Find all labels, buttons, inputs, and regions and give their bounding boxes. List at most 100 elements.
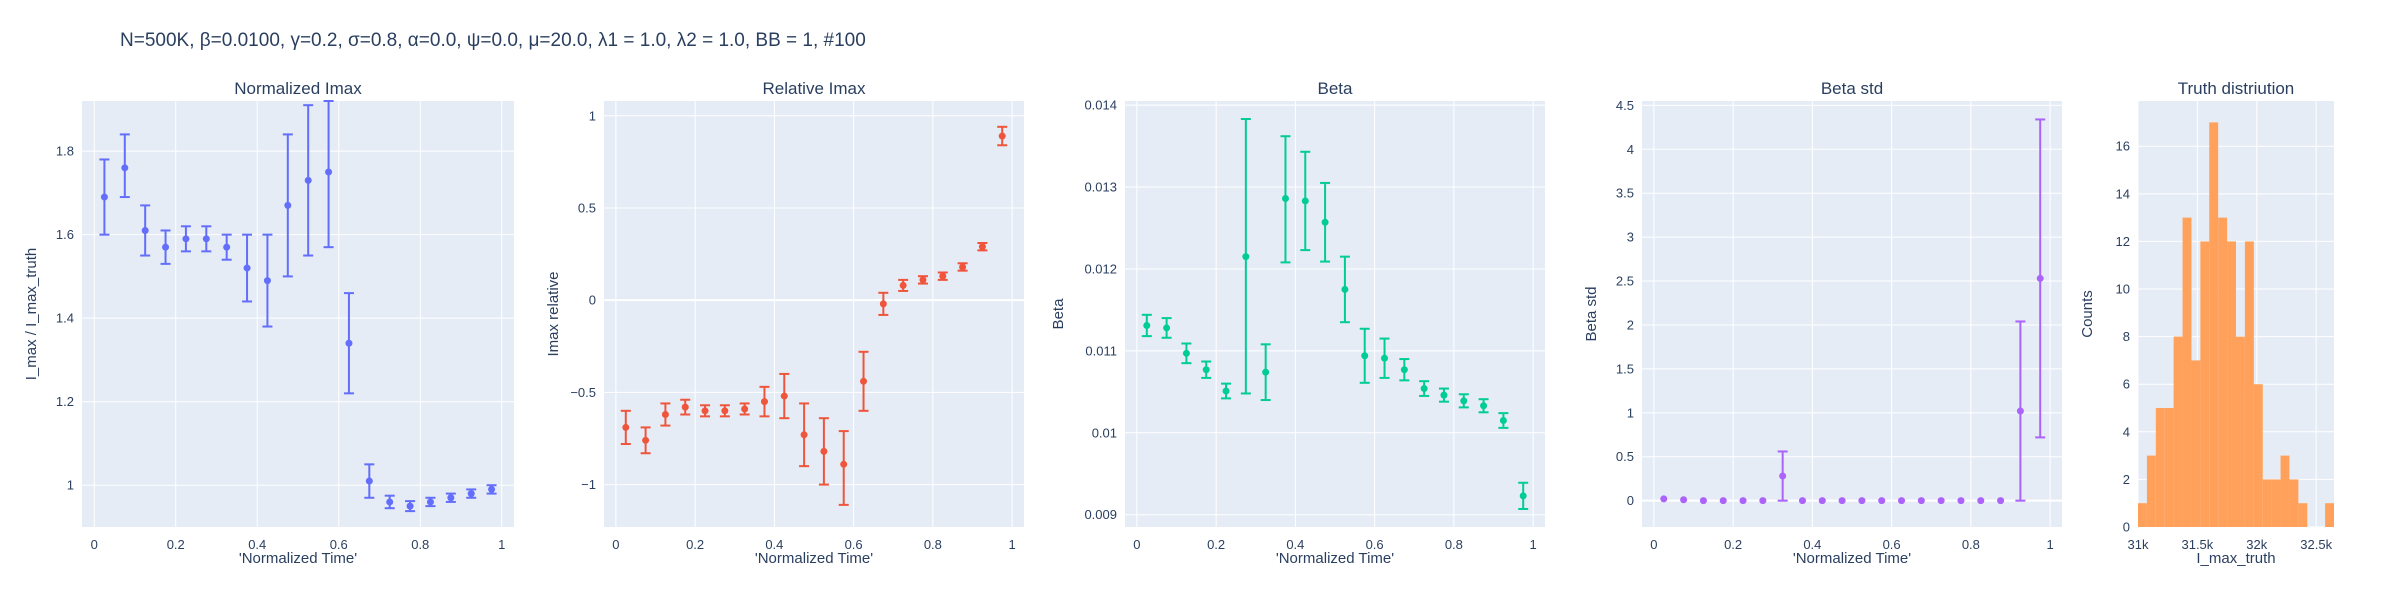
- y-tick-label: 4.5: [1616, 98, 1634, 113]
- y-tick-label: −0.5: [570, 385, 596, 400]
- x-tick-label: 0.6: [330, 537, 348, 552]
- data-point: [1779, 472, 1787, 480]
- data-point: [141, 226, 149, 234]
- y-tick-label: 0.5: [578, 200, 596, 215]
- subplot-title: Normalized Imax: [234, 79, 362, 98]
- y-axis-label: Imax relative: [545, 271, 562, 356]
- data-point: [760, 398, 768, 406]
- histogram-bar: [2298, 503, 2308, 527]
- data-point: [1898, 497, 1906, 505]
- data-point: [162, 243, 170, 251]
- data-point: [1222, 387, 1230, 395]
- x-tick-label: 0.2: [167, 537, 185, 552]
- x-tick-label: 0.2: [686, 537, 704, 552]
- x-tick-label: 0: [91, 537, 98, 552]
- y-tick-label: 1: [67, 478, 74, 493]
- y-axis-label: Beta: [1050, 298, 1067, 330]
- data-point: [365, 477, 373, 485]
- data-point: [304, 176, 312, 184]
- subplot-3: 0 0.2 0.4 0.6 0.8 1 0.009 0.01 0.011 0.012 0.013 0.…: [1050, 79, 1545, 567]
- data-point: [879, 300, 887, 308]
- y-tick-label: 0.01: [1092, 425, 1117, 440]
- data-point: [1719, 497, 1727, 505]
- data-point: [1301, 197, 1309, 205]
- data-point: [1957, 497, 1965, 505]
- subplot-5: 31k 31.5k 32k 32.5k 0 2 4 6 8 10 12 14 16 Truth distr…: [2079, 79, 2334, 567]
- plot-area: [1125, 101, 1545, 527]
- y-tick-label: 1.5: [1616, 361, 1634, 376]
- subplot-1: 0 0.2 0.4 0.6 0.8 1 1 1.2 1.4 1.6 1.8 Normalized Im…: [23, 79, 514, 567]
- y-tick-label: 2.5: [1616, 274, 1634, 289]
- data-point: [978, 243, 986, 251]
- y-tick-label: 1: [589, 108, 596, 123]
- data-point: [426, 498, 434, 506]
- x-tick-label: 0.4: [765, 537, 783, 552]
- y-tick-label: 0.009: [1084, 507, 1117, 522]
- data-point: [1838, 497, 1846, 505]
- y-tick-label: 1.6: [56, 227, 74, 242]
- data-point: [1759, 497, 1767, 505]
- data-point: [1400, 366, 1408, 374]
- data-point: [243, 264, 251, 272]
- data-point: [1460, 397, 1468, 405]
- histogram-bar: [2218, 217, 2228, 527]
- histogram-bar: [2155, 408, 2165, 527]
- data-point: [223, 243, 231, 251]
- x-tick-label: 0: [1650, 537, 1657, 552]
- data-point: [959, 263, 967, 271]
- x-tick-label: 0.6: [845, 537, 863, 552]
- histogram-bar: [2289, 479, 2299, 527]
- data-point: [1858, 497, 1866, 505]
- data-point: [1281, 194, 1289, 202]
- data-point: [1699, 497, 1707, 505]
- data-point: [1660, 495, 1668, 503]
- y-tick-label: 14: [2116, 186, 2130, 201]
- data-point: [1182, 349, 1190, 357]
- subplot-title: Relative Imax: [763, 79, 866, 98]
- histogram-bar: [2191, 360, 2201, 527]
- data-point: [622, 423, 630, 431]
- data-point: [182, 235, 190, 243]
- x-axis-label: I_max_truth: [2196, 550, 2275, 567]
- y-tick-label: 2: [1627, 317, 1634, 332]
- data-point: [741, 405, 749, 413]
- x-tick-label: 1: [498, 537, 505, 552]
- data-point: [488, 485, 496, 493]
- subplot-title: Beta: [1318, 79, 1354, 98]
- x-tick-label: 0: [612, 537, 619, 552]
- histogram-bar: [2209, 122, 2219, 527]
- x-tick-label: 32.5k: [2300, 537, 2332, 552]
- x-tick-label: 0.8: [1962, 537, 1980, 552]
- data-point: [800, 431, 808, 439]
- x-tick-label: 0.8: [924, 537, 942, 552]
- y-tick-label: 8: [2123, 329, 2130, 344]
- data-point: [840, 460, 848, 468]
- y-tick-label: 0.012: [1084, 261, 1117, 276]
- data-point: [325, 168, 333, 176]
- data-point: [1937, 497, 1945, 505]
- histogram-bar: [2325, 503, 2334, 527]
- data-point: [1680, 496, 1688, 504]
- x-tick-label: 1: [2046, 537, 2053, 552]
- y-tick-label: 6: [2123, 377, 2130, 392]
- x-tick-label: 32k: [2246, 537, 2267, 552]
- y-tick-label: 1.4: [56, 311, 74, 326]
- x-tick-label: 0: [1133, 537, 1140, 552]
- y-tick-label: 10: [2116, 282, 2130, 297]
- data-point: [661, 411, 669, 419]
- subplot-2: 0 0.2 0.4 0.6 0.8 1 −1 −0.5 0 0.5 1 Relative Imax 'N…: [545, 79, 1024, 567]
- data-point: [284, 201, 292, 209]
- histogram-bar: [2164, 408, 2174, 527]
- error-bar: [838, 430, 849, 506]
- x-axis-label: 'Normalized Time': [755, 550, 873, 567]
- data-point: [642, 436, 650, 444]
- data-point: [1262, 368, 1270, 376]
- y-tick-label: 0: [2123, 520, 2130, 535]
- data-point: [780, 392, 788, 400]
- x-tick-label: 0.4: [1286, 537, 1304, 552]
- data-point: [1739, 497, 1747, 505]
- y-tick-label: 0.011: [1085, 343, 1117, 358]
- x-tick-label: 0.6: [1883, 537, 1901, 552]
- histogram-bar: [2271, 479, 2281, 527]
